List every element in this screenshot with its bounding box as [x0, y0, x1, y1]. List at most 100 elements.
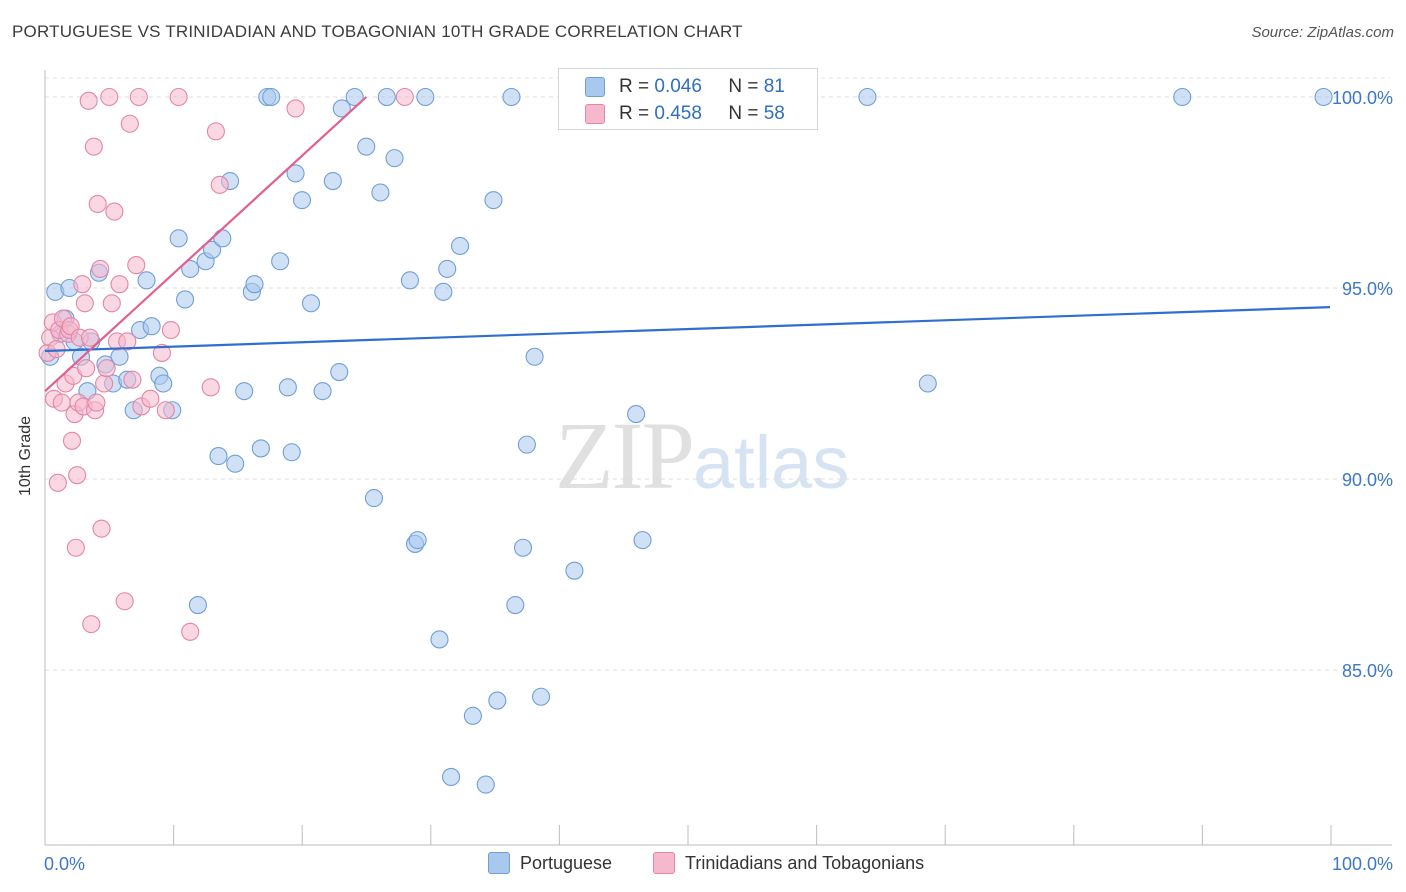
portuguese-point [416, 87, 435, 107]
legend-r-label: R = [619, 76, 650, 97]
portuguese-point [278, 378, 297, 397]
portuguese-point [525, 347, 544, 366]
bottom-legend-label-trinidadians: Trinidadians and Tobagonians [685, 852, 925, 873]
legend-swatch-trinidadians [585, 104, 605, 124]
x-tick-label: 100.0% [1332, 854, 1393, 874]
portuguese-point [286, 164, 305, 183]
trinidadian-point [92, 519, 111, 538]
portuguese-point [251, 439, 270, 458]
trinidadian-point [161, 320, 180, 340]
portuguese-point [408, 531, 427, 550]
portuguese-point [1314, 87, 1333, 107]
trinidadian-point [77, 359, 96, 378]
trinidadian-point [48, 473, 67, 492]
portuguese-point [330, 362, 349, 382]
portuguese-point [345, 87, 364, 107]
portuguese-point [154, 374, 173, 393]
trinidadian-point [123, 370, 142, 389]
portuguese-point [137, 271, 156, 290]
portuguese-point [371, 183, 390, 202]
portuguese-point [451, 236, 470, 256]
trinidadian-point [47, 340, 66, 359]
bottom-legend-portuguese: Portuguese [488, 852, 612, 874]
legend-swatch-portuguese [585, 77, 605, 97]
portuguese-point [484, 191, 503, 210]
portuguese-point [531, 687, 551, 706]
portuguese-point [442, 767, 461, 787]
portuguese-point [181, 259, 200, 278]
legend-r-value: 0.458 [654, 103, 702, 124]
y-tick-label: 85.0% [1342, 661, 1393, 681]
portuguese-point [282, 443, 301, 462]
trinidadian-point [87, 393, 106, 412]
trinidadian-point [156, 401, 175, 420]
bottom-legend-trinidadians: Trinidadians and Tobagonians [653, 852, 924, 874]
trinidadian-point [80, 328, 100, 347]
portuguese-point [364, 489, 384, 508]
bottom-legend-swatch-trinidadians [653, 852, 675, 874]
portuguese-point [633, 531, 652, 550]
portuguese-point [292, 191, 312, 210]
portuguese-point [513, 538, 533, 557]
trinidadian-point [84, 137, 103, 156]
portuguese-point [858, 87, 877, 107]
watermark: ZIPatlas [555, 400, 849, 511]
trinidadian-point [68, 466, 87, 485]
watermark-zip: ZIP [555, 402, 695, 509]
portuguese-point [203, 240, 222, 259]
portuguese-point [332, 99, 351, 118]
portuguese-point [209, 447, 228, 466]
bottom-legend-swatch-portuguese [488, 852, 510, 874]
portuguese-point [488, 691, 507, 710]
portuguese-point [565, 561, 584, 580]
trinidadian-point [110, 275, 129, 294]
portuguese-trend-line [44, 306, 1331, 353]
portuguese-point [313, 382, 332, 401]
trinidadian-point [73, 275, 92, 294]
legend-n-label: N = [728, 103, 759, 124]
portuguese-point [400, 271, 419, 290]
trinidadian-point [105, 202, 124, 221]
portuguese-point [517, 435, 536, 454]
trinidadian-point [152, 343, 171, 362]
legend-r-value: 0.046 [654, 76, 702, 97]
trinidadian-point [97, 359, 116, 378]
portuguese-point [1173, 87, 1192, 107]
portuguese-point [918, 374, 937, 393]
portuguese-point [430, 630, 449, 649]
bottom-legend-label-portuguese: Portuguese [520, 852, 613, 873]
x-tick-label: 0.0% [44, 854, 85, 874]
legend-r-label: R = [619, 103, 650, 124]
trinidadian-point [395, 87, 414, 107]
trinidadian-point [62, 431, 82, 450]
trinidadian-point [115, 592, 134, 611]
watermark-atlas: atlas [693, 421, 850, 504]
legend-n-value: 81 [763, 76, 785, 97]
trinidadian-point [201, 378, 220, 397]
portuguese-point [235, 382, 254, 401]
source-label: Source: ZipAtlas.com [1251, 24, 1394, 41]
trinidadian-point [169, 87, 188, 107]
portuguese-point [438, 259, 457, 278]
trinidadian-point [79, 91, 98, 110]
trinidadian-point [210, 175, 229, 194]
trinidadian-point [75, 294, 94, 313]
trinidadian-point [181, 622, 200, 641]
trinidadian-point [286, 99, 305, 118]
trinidadian-point [88, 194, 107, 214]
y-tick-label: 90.0% [1342, 470, 1393, 490]
portuguese-point [506, 596, 525, 615]
portuguese-point [262, 87, 281, 107]
trinidadian-point [95, 374, 114, 393]
trinidadian-point [100, 87, 119, 107]
trinidadian-point [118, 332, 137, 351]
legend-box: R = 0.046 N = 81 R = 0.458 N = 58 [558, 68, 818, 130]
trinidadian-point [206, 122, 225, 141]
portuguese-point [357, 137, 376, 156]
trinidadian-point [127, 256, 146, 275]
portuguese-point [271, 252, 290, 271]
portuguese-point [213, 229, 232, 248]
portuguese-point [502, 87, 521, 107]
portuguese-point [385, 149, 404, 168]
